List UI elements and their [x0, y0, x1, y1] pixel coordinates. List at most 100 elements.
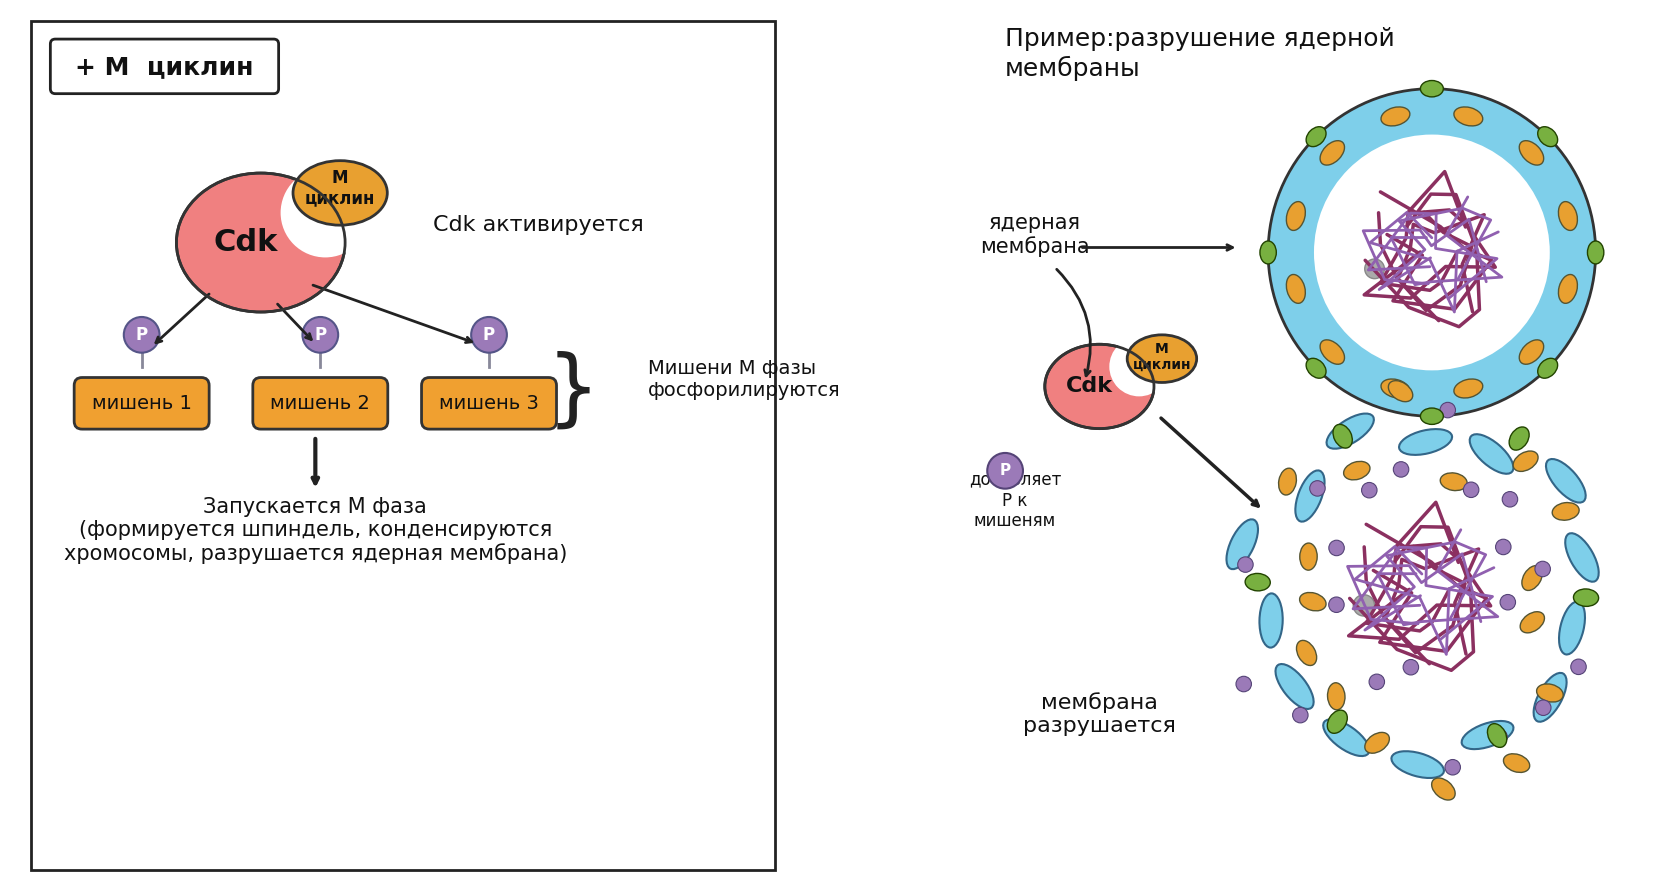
Ellipse shape — [1344, 462, 1369, 480]
Circle shape — [1268, 89, 1596, 416]
Ellipse shape — [1320, 141, 1344, 165]
Text: мишень 2: мишень 2 — [270, 394, 370, 413]
Ellipse shape — [1278, 468, 1297, 495]
Ellipse shape — [1519, 339, 1544, 364]
Text: Пример:разрушение ядерной
мембраны: Пример:разрушение ядерной мембраны — [1005, 28, 1394, 80]
Text: мишень 3: мишень 3 — [438, 394, 539, 413]
Text: ядерная
мембрана: ядерная мембрана — [979, 212, 1090, 257]
Text: P: P — [1000, 463, 1011, 478]
Ellipse shape — [1305, 358, 1326, 378]
Text: }: } — [548, 351, 600, 432]
Ellipse shape — [1420, 408, 1443, 424]
Ellipse shape — [1324, 719, 1369, 756]
Circle shape — [1463, 482, 1478, 497]
Ellipse shape — [1588, 241, 1604, 264]
Text: M
циклин: M циклин — [1132, 341, 1191, 372]
Circle shape — [1361, 482, 1378, 498]
Ellipse shape — [1546, 459, 1586, 503]
Text: P: P — [136, 326, 148, 344]
Ellipse shape — [1327, 683, 1346, 710]
Ellipse shape — [1260, 241, 1277, 264]
Text: мишень 1: мишень 1 — [92, 394, 192, 413]
Ellipse shape — [1470, 434, 1514, 474]
Circle shape — [1536, 561, 1551, 576]
Ellipse shape — [1305, 127, 1326, 147]
Circle shape — [1109, 337, 1169, 396]
Text: M
циклин: M циклин — [306, 168, 375, 208]
Circle shape — [1445, 759, 1460, 775]
Ellipse shape — [1399, 429, 1452, 455]
Ellipse shape — [1420, 80, 1443, 97]
Ellipse shape — [1226, 519, 1258, 569]
Ellipse shape — [1509, 427, 1529, 450]
Ellipse shape — [1453, 107, 1483, 126]
Ellipse shape — [1504, 754, 1530, 772]
Text: Cdk: Cdk — [213, 228, 279, 257]
Circle shape — [1571, 659, 1586, 674]
Ellipse shape — [1245, 574, 1270, 591]
Circle shape — [1393, 462, 1410, 478]
Ellipse shape — [1275, 664, 1314, 709]
FancyBboxPatch shape — [74, 378, 208, 429]
Ellipse shape — [1320, 339, 1344, 364]
Ellipse shape — [1287, 201, 1305, 231]
Circle shape — [1236, 676, 1252, 691]
Ellipse shape — [1534, 673, 1566, 722]
Circle shape — [1403, 659, 1418, 675]
Ellipse shape — [1327, 413, 1374, 449]
Text: добавляет
P к
мишеням: добавляет P к мишеням — [969, 470, 1062, 530]
Text: Мишени М фазы
фосфорилируются: Мишени М фазы фосфорилируются — [648, 359, 840, 400]
FancyBboxPatch shape — [252, 378, 388, 429]
Text: + M  циклин: + M циклин — [76, 55, 254, 79]
Circle shape — [1364, 259, 1384, 279]
Circle shape — [1329, 597, 1344, 612]
Ellipse shape — [1391, 751, 1443, 778]
Ellipse shape — [176, 173, 344, 312]
Ellipse shape — [1566, 533, 1599, 582]
Circle shape — [1492, 729, 1507, 745]
Ellipse shape — [1300, 544, 1317, 570]
Ellipse shape — [1364, 732, 1389, 753]
Circle shape — [302, 317, 338, 353]
Text: Запускается М фаза
(формируется шпиндель, конденсируются
хромосомы, разрушается : Запускается М фаза (формируется шпиндель… — [64, 496, 568, 564]
Circle shape — [1238, 557, 1253, 572]
Circle shape — [1354, 595, 1374, 616]
Ellipse shape — [1287, 274, 1305, 303]
Ellipse shape — [1520, 612, 1544, 633]
Ellipse shape — [1519, 141, 1544, 165]
Ellipse shape — [1388, 380, 1413, 402]
Ellipse shape — [1574, 589, 1599, 607]
Ellipse shape — [1487, 723, 1507, 748]
Text: мембрана
разрушается: мембрана разрушается — [1023, 692, 1176, 736]
Text: Cdk: Cdk — [1067, 377, 1112, 396]
Circle shape — [1495, 539, 1510, 555]
Ellipse shape — [1559, 274, 1578, 303]
Ellipse shape — [1332, 424, 1352, 448]
Ellipse shape — [1297, 641, 1317, 666]
Circle shape — [1369, 674, 1384, 690]
Ellipse shape — [292, 160, 388, 225]
Circle shape — [1502, 492, 1517, 507]
FancyBboxPatch shape — [422, 378, 556, 429]
Circle shape — [1500, 594, 1515, 610]
Ellipse shape — [1537, 127, 1557, 147]
Ellipse shape — [1300, 593, 1326, 611]
Ellipse shape — [1537, 358, 1557, 378]
Ellipse shape — [1381, 107, 1410, 126]
Circle shape — [1292, 707, 1309, 723]
Ellipse shape — [1514, 451, 1539, 471]
Ellipse shape — [1440, 473, 1467, 491]
FancyBboxPatch shape — [30, 21, 774, 870]
Circle shape — [124, 317, 160, 353]
Circle shape — [281, 168, 370, 257]
Ellipse shape — [1381, 379, 1410, 398]
Ellipse shape — [1522, 566, 1542, 591]
Circle shape — [1536, 700, 1551, 715]
Ellipse shape — [1327, 710, 1347, 733]
Ellipse shape — [1453, 379, 1483, 398]
Ellipse shape — [1431, 778, 1455, 800]
Ellipse shape — [1260, 593, 1284, 648]
Ellipse shape — [1462, 721, 1514, 749]
Circle shape — [988, 453, 1023, 488]
Ellipse shape — [1127, 335, 1196, 382]
